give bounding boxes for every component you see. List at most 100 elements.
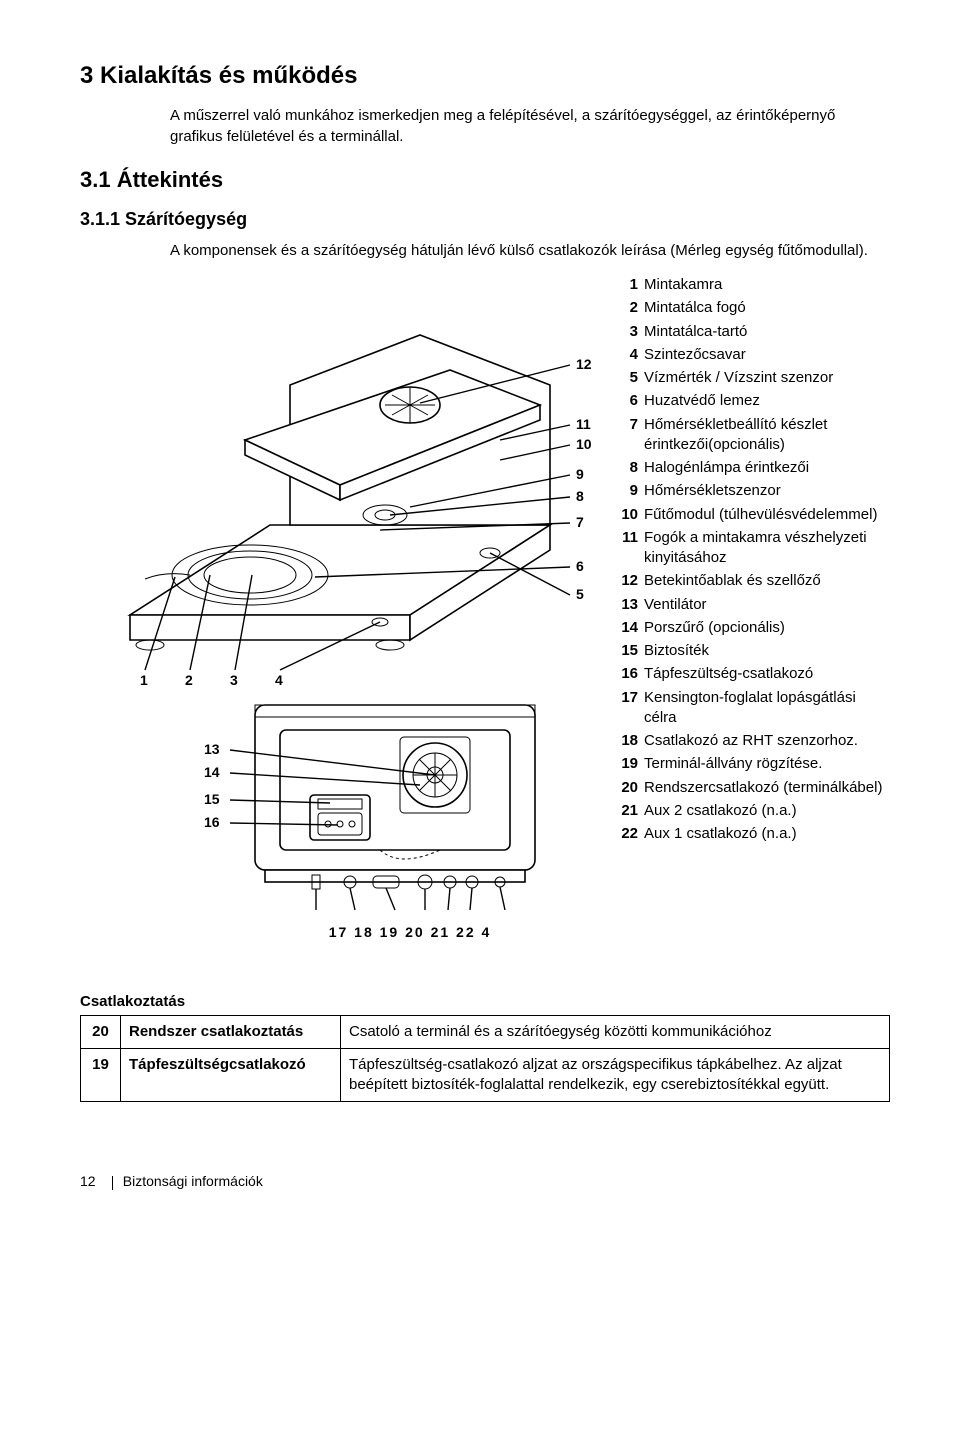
legend-num: 7 — [610, 415, 638, 456]
legend-num: 13 — [610, 595, 638, 615]
callout-11: 11 — [576, 416, 591, 432]
callout-14: 14 — [204, 764, 220, 780]
legend-item: 19 Terminál-állvány rögzítése. — [610, 754, 890, 774]
subsubsection-heading: 3.1.1 Szárítóegység — [80, 207, 890, 231]
legend-item: 10Fűtőmodul (túlhevülésvédelemmel) — [610, 505, 890, 525]
legend-num: 3 — [610, 322, 638, 342]
legend-text: Mintatálca fogó — [644, 298, 890, 318]
legend-num: 9 — [610, 481, 638, 501]
device-diagram: 1 2 3 4 12 11 10 9 8 7 6 5 — [80, 275, 600, 915]
legend-num: 5 — [610, 368, 638, 388]
legend-num: 18 — [610, 731, 638, 751]
legend-item: 20 Rendszercsatlakozó (terminálkábel) — [610, 778, 890, 798]
legend-item: 12 Betekintőablak és szellőző — [610, 571, 890, 591]
legend-text: Rendszercsatlakozó (terminálkábel) — [644, 778, 890, 798]
legend-item: 7Hőmérsékletbeállító készlet érintkezői(… — [610, 415, 890, 456]
callout-7: 7 — [576, 514, 584, 530]
table-cell: Tápfeszültségcsatlakozó — [121, 1048, 341, 1102]
legend-text: Huzatvédő lemez — [644, 391, 890, 411]
legend-item: 5 Vízmérték / Vízszint szenzor — [610, 368, 890, 388]
callout-16: 16 — [204, 814, 220, 830]
section-heading: 3 Kialakítás és működés — [80, 60, 890, 92]
legend-text: Hőmérsékletszenzor — [644, 481, 890, 501]
legend-text: Tápfeszültség-csatlakozó — [644, 664, 890, 684]
page-number: 12 — [80, 1172, 102, 1191]
legend-num: 8 — [610, 458, 638, 478]
legend-num: 6 — [610, 391, 638, 411]
legend-text: Biztosíték — [644, 641, 890, 661]
legend-item: 22 Aux 1 csatlakozó (n.a.) — [610, 824, 890, 844]
table-row: 20Rendszer csatlakoztatásCsatoló a termi… — [81, 1015, 890, 1048]
legend-item: 13 Ventilátor — [610, 595, 890, 615]
legend-text: Hőmérsékletbeállító készlet érintkezői(o… — [644, 415, 890, 456]
legend-text: Mintatálca-tartó — [644, 322, 890, 342]
table-cell: Csatoló a terminál és a szárítóegység kö… — [341, 1015, 890, 1048]
figure-diagrams: 1 2 3 4 12 11 10 9 8 7 6 5 — [80, 275, 600, 942]
subsection-heading: 3.1 Áttekintés — [80, 165, 890, 195]
legend-num: 11 — [610, 528, 638, 569]
callout-6: 6 — [576, 558, 584, 574]
legend-num: 4 — [610, 345, 638, 365]
callout-10: 10 — [576, 436, 592, 452]
bottom-callout-labels: 17 18 19 20 21 22 4 — [220, 923, 600, 942]
legend-text: Fűtőmodul (túlhevülésvédelemmel) — [644, 505, 890, 525]
legend-text: Betekintőablak és szellőző — [644, 571, 890, 591]
legend-num: 17 — [610, 688, 638, 729]
callout-9: 9 — [576, 466, 584, 482]
legend-num: 21 — [610, 801, 638, 821]
legend-num: 19 — [610, 754, 638, 774]
callout-5: 5 — [576, 586, 584, 602]
callout-15: 15 — [204, 791, 220, 807]
legend-item: 8 Halogénlámpa érintkezői — [610, 458, 890, 478]
legend-num: 1 — [610, 275, 638, 295]
subsubsection-intro: A komponensek és a szárítóegység hátuljá… — [170, 241, 890, 261]
legend-item: 1 Mintakamra — [610, 275, 890, 295]
legend-item: 6 Huzatvédő lemez — [610, 391, 890, 411]
figure-row: 1 2 3 4 12 11 10 9 8 7 6 5 — [80, 275, 890, 942]
page-footer: 12 Biztonsági információk — [80, 1172, 890, 1191]
legend-text: Terminál-állvány rögzítése. — [644, 754, 890, 774]
legend-item: 11Fogók a mintakamra vészhelyzeti kinyit… — [610, 528, 890, 569]
legend-item: 17Kensington-foglalat lopásgátlási célra — [610, 688, 890, 729]
section-intro: A műszerrel való munkához ismerkedjen me… — [170, 106, 890, 147]
callout-2: 2 — [185, 672, 193, 688]
legend-text: Halogénlámpa érintkezői — [644, 458, 890, 478]
legend-text: Kensington-foglalat lopásgátlási célra — [644, 688, 890, 729]
legend-text: Aux 1 csatlakozó (n.a.) — [644, 824, 890, 844]
legend-item: 9 Hőmérsékletszenzor — [610, 481, 890, 501]
callout-8: 8 — [576, 488, 584, 504]
legend-item: 14 Porszűrő (opcionális) — [610, 618, 890, 638]
legend-text: Fogók a mintakamra vészhelyzeti kinyitás… — [644, 528, 890, 569]
callout-12: 12 — [576, 356, 592, 372]
callout-3: 3 — [230, 672, 238, 688]
legend-num: 22 — [610, 824, 638, 844]
legend-num: 2 — [610, 298, 638, 318]
legend-item: 4 Szintezőcsavar — [610, 345, 890, 365]
connection-title: Csatlakoztatás — [80, 992, 890, 1012]
connection-table: 20Rendszer csatlakoztatásCsatoló a termi… — [80, 1015, 890, 1103]
legend-text: Szintezőcsavar — [644, 345, 890, 365]
callout-4: 4 — [275, 672, 283, 688]
table-cell: Tápfeszültség-csatlakozó aljzat az orszá… — [341, 1048, 890, 1102]
legend-item: 18 Csatlakozó az RHT szenzorhoz. — [610, 731, 890, 751]
legend-text: Porszűrő (opcionális) — [644, 618, 890, 638]
table-cell: Rendszer csatlakoztatás — [121, 1015, 341, 1048]
table-row: 19TápfeszültségcsatlakozóTápfeszültség-c… — [81, 1048, 890, 1102]
table-cell: 20 — [81, 1015, 121, 1048]
legend: 1 Mintakamra 2 Mintatálca fogó 3 Mintatálca-t… — [600, 275, 890, 847]
legend-text: Mintakamra — [644, 275, 890, 295]
legend-item: 3 Mintatálca-tartó — [610, 322, 890, 342]
legend-text: Vízmérték / Vízszint szenzor — [644, 368, 890, 388]
legend-num: 16 — [610, 664, 638, 684]
legend-text: Csatlakozó az RHT szenzorhoz. — [644, 731, 890, 751]
callout-1: 1 — [140, 672, 148, 688]
legend-num: 12 — [610, 571, 638, 591]
legend-text: Aux 2 csatlakozó (n.a.) — [644, 801, 890, 821]
legend-num: 15 — [610, 641, 638, 661]
callout-13: 13 — [204, 741, 220, 757]
legend-text: Ventilátor — [644, 595, 890, 615]
legend-item: 16 Tápfeszültség-csatlakozó — [610, 664, 890, 684]
legend-num: 14 — [610, 618, 638, 638]
legend-num: 20 — [610, 778, 638, 798]
legend-item: 15 Biztosíték — [610, 641, 890, 661]
